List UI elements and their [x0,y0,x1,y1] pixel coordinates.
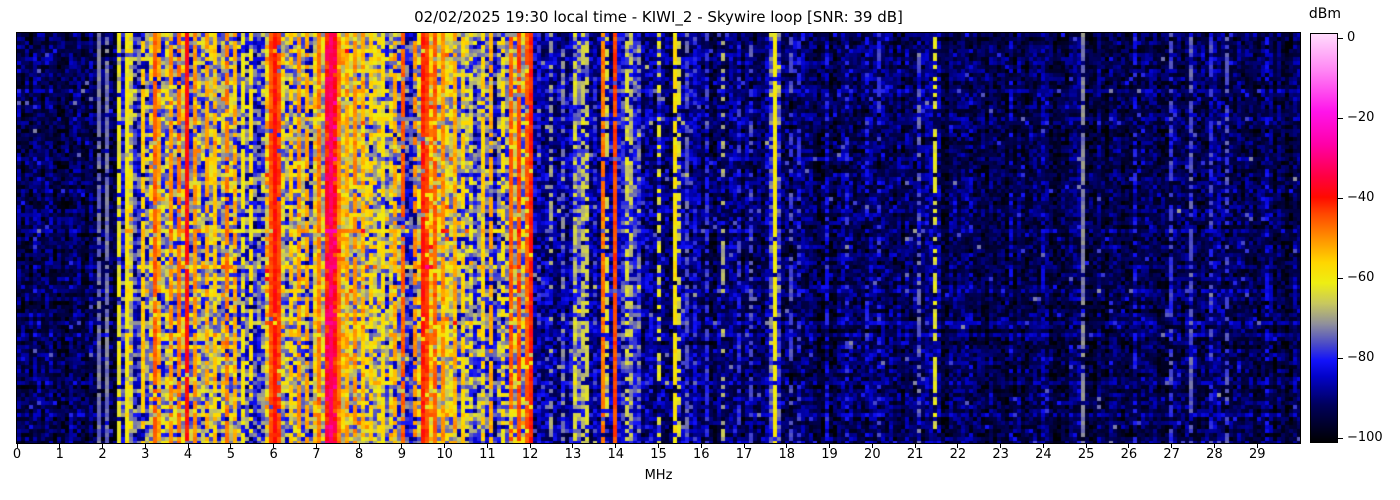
x-tick-label: 0 [12,447,22,462]
x-tick-mark [486,444,488,448]
x-tick-mark [444,444,446,448]
x-tick-label: 18 [778,447,796,462]
x-tick-label: 21 [906,447,924,462]
x-tick-label: 14 [607,447,624,462]
x-tick-mark [786,444,788,448]
x-tick-mark [1128,444,1130,448]
x-tick-label: 2 [98,447,107,462]
x-tick-mark [829,444,831,448]
colorbar-tick-label: −60 [1347,270,1375,285]
x-tick-mark [1256,444,1258,448]
colorbar-tick-mark [1338,438,1343,439]
x-tick-mark [1042,444,1044,448]
x-tick-mark [957,444,959,448]
x-tick-label: 6 [269,447,278,462]
colorbar-tick-label: −100 [1347,430,1383,445]
colorbar-tick-label: 0 [1347,30,1356,45]
x-tick-mark [230,444,232,448]
x-tick-mark [914,444,916,448]
x-tick-label: 8 [354,447,364,462]
x-tick-label: 15 [650,447,667,462]
x-tick-mark [315,444,317,448]
x-tick-label: 12 [521,447,539,462]
x-tick-mark [401,444,403,448]
x-tick-label: 3 [141,447,150,462]
colorbar-tick-mark [1338,118,1343,119]
x-tick-label: 11 [479,447,496,462]
x-tick-mark [1000,444,1002,448]
waterfall-canvas [17,33,1300,443]
x-tick-label: 28 [1206,447,1223,462]
waterfall-plot-area [16,32,1301,444]
x-tick-label: 27 [1163,447,1180,462]
chart-title: 02/02/2025 19:30 local time - KIWI_2 - S… [414,8,903,26]
x-tick-mark [658,444,659,448]
x-tick-label: 10 [436,447,453,462]
x-tick-mark [102,444,104,448]
x-tick-label: 4 [183,447,193,462]
x-tick-label: 7 [312,447,321,462]
colorbar-tick-label: −20 [1347,110,1375,125]
x-tick-mark [16,444,18,448]
x-tick-mark [1171,444,1173,448]
x-axis-label: MHz [644,468,673,483]
x-tick-label: 9 [397,447,407,462]
x-tick-mark [615,444,617,448]
colorbar-tick-label: −40 [1347,190,1375,205]
x-tick-mark [1213,444,1215,448]
colorbar-tick-mark [1338,38,1343,39]
x-tick-label: 19 [821,447,838,462]
x-tick-mark [529,444,531,448]
x-tick-label: 22 [949,447,967,462]
colorbar-tick-mark [1338,278,1343,279]
x-tick-label: 29 [1248,447,1266,462]
x-tick-mark [700,444,702,448]
x-tick-mark [59,444,61,448]
x-tick-mark [572,444,574,448]
x-tick-label: 16 [692,447,710,462]
x-tick-mark [1085,444,1087,448]
x-tick-mark [358,444,360,448]
x-tick-mark [144,444,146,448]
x-tick-label: 26 [1120,447,1138,462]
colorbar [1310,33,1338,443]
x-tick-label: 25 [1077,447,1095,462]
x-tick-mark [187,444,189,448]
x-tick-label: 5 [226,447,235,462]
x-tick-mark [871,444,873,448]
x-tick-mark [273,444,275,448]
x-tick-mark [743,444,745,448]
colorbar-tick-mark [1338,358,1343,359]
colorbar-tick-label: −80 [1347,350,1375,365]
colorbar-tick-mark [1338,198,1343,199]
x-tick-label: 24 [1035,447,1052,462]
x-tick-label: 13 [564,447,582,462]
x-tick-label: 17 [735,447,753,462]
x-tick-label: 20 [864,447,881,462]
colorbar-unit-label: dBm [1308,6,1342,22]
x-tick-label: 1 [55,447,64,462]
x-tick-label: 23 [992,447,1009,462]
